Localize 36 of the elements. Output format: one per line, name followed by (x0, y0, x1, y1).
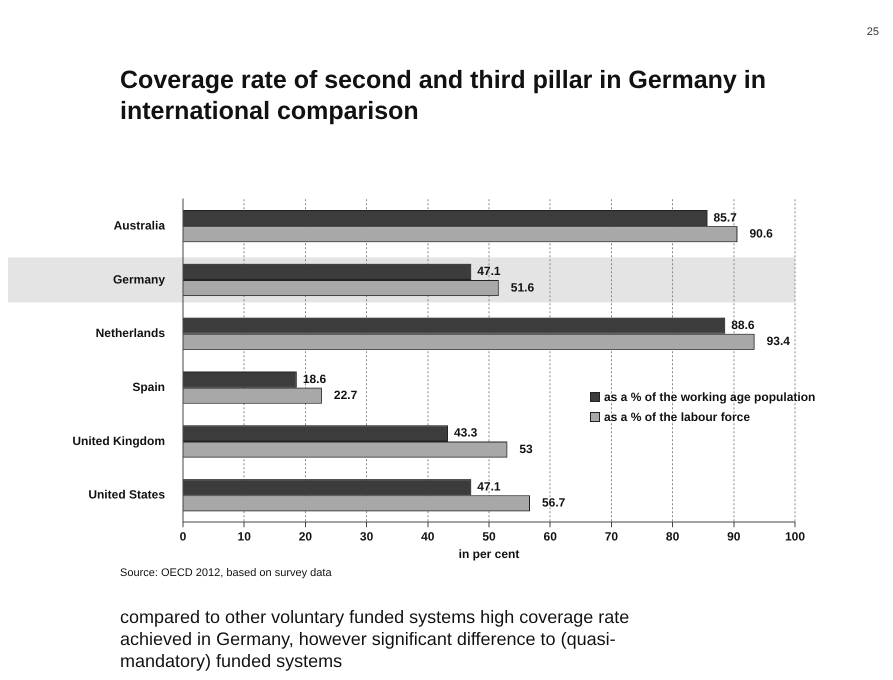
x-tick-label: 70 (604, 530, 618, 544)
data-label: 53 (519, 442, 534, 456)
x-tick-label: 50 (482, 530, 496, 544)
text: compared to other voluntary funded systems high coverage rate achieved in Germany, however significant difference to (quasi-mandatory) funded systems (120, 606, 630, 672)
y-tick-label: Australia (114, 218, 166, 232)
data-label: 22.7 (334, 388, 358, 402)
text: 25 (866, 26, 879, 38)
legend-label: as a % of the labour force (604, 410, 750, 424)
y-tick-label: Germany (112, 272, 166, 286)
data-label: 18.6 (302, 372, 327, 386)
data-label: 43.3 (454, 426, 478, 440)
x-tick-label: 30 (360, 530, 374, 544)
x-tick-label: 10 (238, 530, 252, 544)
data-label: 85.7 (713, 210, 738, 224)
source-note: Source: OECD 2012, based on survey data (120, 567, 332, 579)
x-tick-label: 20 (298, 530, 312, 544)
data-label: 47.1 (477, 264, 501, 278)
data-label: 51.6 (510, 280, 534, 294)
x-tick-label: 40 (421, 530, 435, 544)
x-tick-label: 0 (180, 530, 187, 544)
chart-title: Coverage rate of second and third pillar in Germany in international comparison (120, 65, 767, 127)
y-tick-label: Netherlands (96, 326, 166, 340)
x-axis-title: in per cent (458, 547, 520, 562)
data-label: 47.1 (477, 480, 501, 494)
y-tick-label: Spain (132, 380, 165, 394)
x-tick-label: 90 (727, 530, 741, 544)
data-label: 93.4 (766, 334, 790, 348)
x-tick-label: 100 (784, 530, 806, 544)
y-tick-label: United States (88, 488, 166, 502)
x-tick-label: 80 (666, 530, 680, 544)
legend-label: as a % of the working age population (604, 390, 816, 404)
x-tick-label: 60 (544, 530, 558, 544)
y-tick-label: United Kingdom (72, 434, 165, 448)
data-label: 88.6 (731, 318, 755, 332)
data-label: 56.7 (542, 496, 566, 510)
data-label: 90.6 (749, 226, 774, 241)
